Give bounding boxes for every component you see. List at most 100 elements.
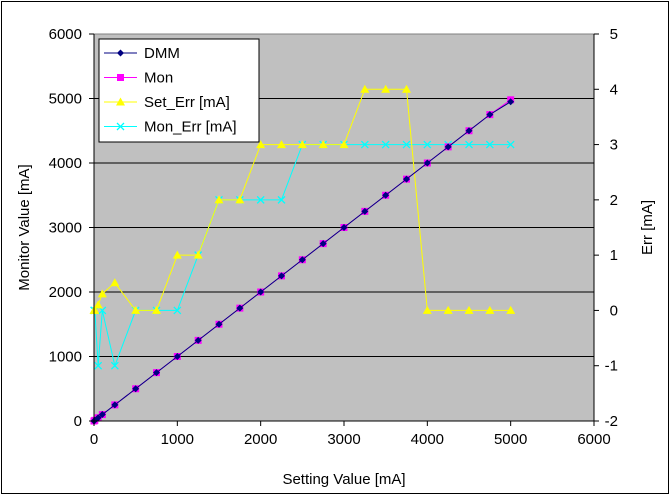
y2-tick-label: 2: [610, 192, 618, 209]
data-point: [506, 140, 515, 149]
data-point: [256, 195, 265, 204]
data-point: [402, 140, 411, 149]
legend: DMM Mon Set_Err [mA] Mon_Err [mA]: [98, 38, 260, 143]
data-point: [465, 127, 473, 135]
data-point: [97, 289, 107, 298]
data-point: [94, 414, 102, 422]
x-axis-label: Setting Value [mA]: [282, 471, 405, 488]
data-point: [257, 288, 265, 296]
data-point: [193, 250, 203, 259]
series-line: [94, 144, 511, 368]
data-point: [298, 256, 306, 264]
data-point: [319, 240, 327, 248]
y-tick-label: 0: [74, 413, 82, 430]
data-point: [485, 140, 494, 149]
data-point: [318, 140, 328, 149]
data-point: [339, 140, 349, 149]
y-axis-label: Monitor Value [mA]: [16, 164, 33, 290]
legend-entry: Mon_Err [mA]: [104, 119, 237, 136]
x-tick-label: 2000: [244, 431, 277, 448]
data-point: [464, 305, 474, 314]
series-dmm: [90, 98, 515, 425]
data-point: [214, 195, 224, 204]
y-tick-label: 4000: [49, 155, 82, 172]
y2-tick-label: -1: [605, 358, 618, 375]
legend-entry: Set_Err [mA]: [104, 94, 230, 111]
data-point: [131, 305, 141, 314]
data-point: [90, 305, 100, 314]
data-point: [235, 195, 245, 204]
data-point: [444, 143, 452, 151]
y2-axis-label: Err [mA]: [639, 200, 656, 255]
data-point: [402, 84, 411, 93]
data-point: [111, 401, 119, 409]
data-point: [422, 305, 432, 314]
legend-label: Set_Err [mA]: [144, 94, 230, 111]
data-point: [340, 224, 348, 231]
y2-tick-label: 3: [610, 137, 618, 154]
data-point: [256, 140, 266, 149]
data-point: [382, 191, 390, 199]
legend-label: Mon_Err [mA]: [144, 119, 237, 136]
series-layer: [89, 84, 516, 425]
y-tick-label: 5000: [49, 91, 82, 108]
x-tick-label: 4000: [411, 431, 444, 448]
y-tick-label: 3000: [49, 220, 82, 237]
y-tick-label: 1000: [49, 349, 82, 366]
data-point: [423, 140, 432, 149]
data-point: [215, 320, 223, 328]
data-point: [465, 140, 473, 149]
data-point: [132, 385, 140, 393]
data-point: [360, 140, 369, 149]
data-point: [278, 272, 285, 280]
data-point: [486, 111, 494, 119]
data-point: [297, 140, 307, 149]
data-point: [381, 84, 391, 93]
data-point: [443, 305, 453, 314]
legend-entry: DMM: [104, 45, 180, 62]
data-point: [110, 361, 119, 370]
data-point: [485, 305, 495, 314]
y2-tick-label: 5: [610, 26, 618, 43]
data-point: [507, 98, 515, 106]
data-point: [506, 305, 516, 314]
data-point: [110, 278, 120, 287]
data-point: [361, 207, 369, 215]
data-point: [98, 411, 106, 419]
data-point: [94, 361, 103, 370]
y2-tick-label: 0: [610, 302, 618, 319]
y2-tick-label: 1: [610, 247, 618, 264]
x-tick-label: 1000: [161, 431, 194, 448]
data-point: [236, 304, 244, 312]
data-point: [423, 159, 431, 167]
legend-label: Mon: [144, 70, 173, 87]
y2-tick-label: -2: [605, 413, 618, 430]
data-point: [381, 140, 390, 149]
legend-marker: [117, 74, 124, 81]
y-tick-label: 6000: [49, 26, 82, 43]
legend-marker: [117, 49, 124, 57]
series-set-err-ma: [89, 84, 516, 314]
data-point: [173, 353, 181, 360]
x-tick-label: 3000: [327, 431, 360, 448]
series-line: [93, 101, 511, 422]
x-tick-label: 0: [90, 431, 98, 448]
legend-entry: Mon: [104, 70, 173, 87]
data-point: [277, 195, 286, 204]
data-point: [153, 369, 160, 377]
y2-tick-label: 4: [610, 81, 618, 98]
data-point: [173, 306, 182, 315]
data-point: [277, 140, 286, 149]
data-point: [360, 84, 370, 93]
data-point: [152, 305, 161, 314]
data-point: [172, 250, 182, 259]
y-tick-label: 2000: [49, 284, 82, 301]
legend-box: [98, 38, 260, 143]
axes: 0 1000 2000 3000 4000 5000 6000010002000300040…: [49, 26, 618, 448]
legend-marker: [116, 122, 125, 131]
x-tick-label: 6000: [577, 431, 610, 448]
x-tick-label: 5000: [494, 431, 527, 448]
legend-marker: [116, 97, 125, 106]
